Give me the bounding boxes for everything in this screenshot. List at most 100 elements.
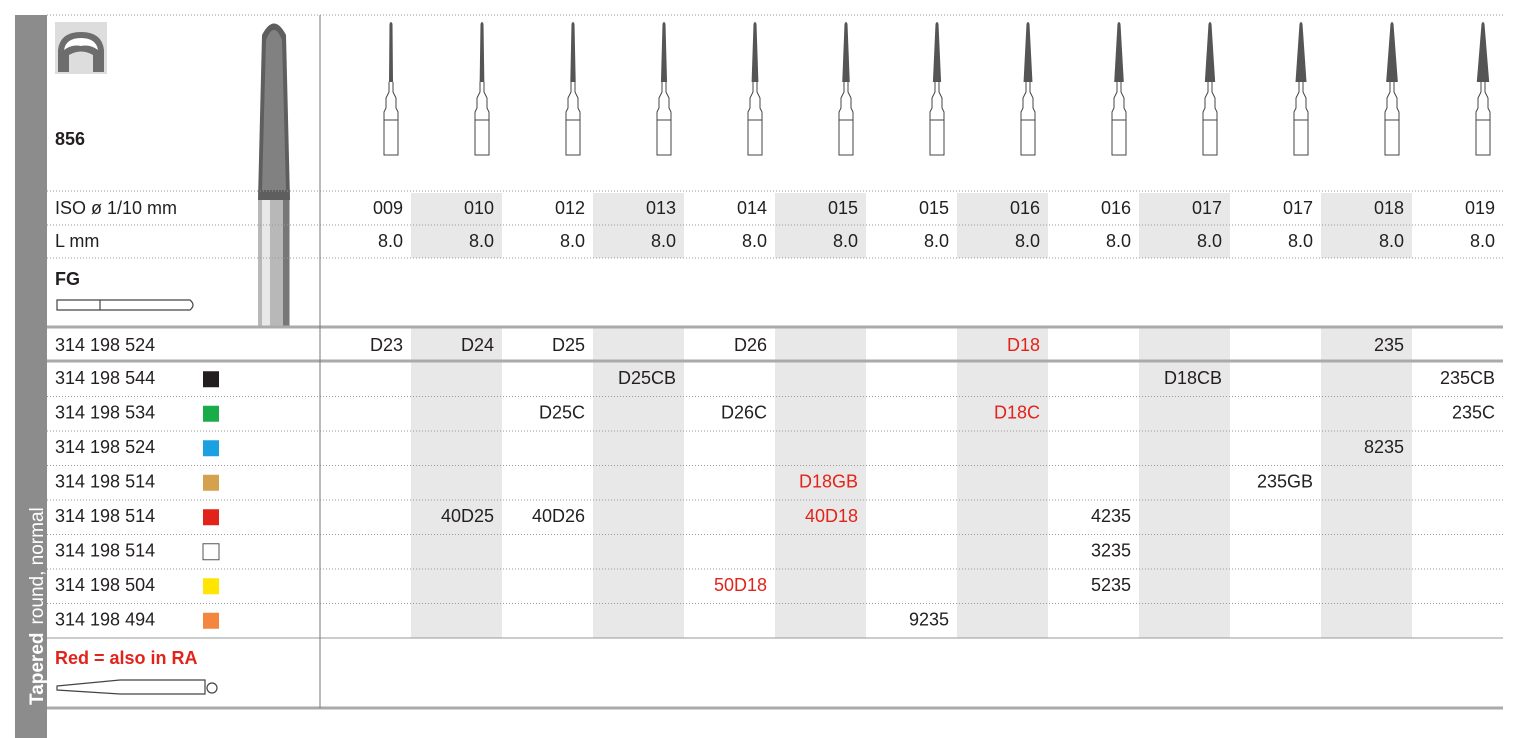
ref-number: 314 198 544 — [55, 368, 155, 388]
bur-drawing — [929, 22, 945, 156]
iso-value: 013 — [646, 198, 676, 218]
product-code: 8235 — [1364, 437, 1404, 457]
bur-head — [479, 22, 485, 82]
bur-neck — [1202, 82, 1218, 156]
ref-number: 314 198 504 — [55, 575, 155, 595]
length-value: 8.0 — [1379, 231, 1404, 251]
ref-number: 314 198 514 — [55, 506, 155, 526]
bur-drawing — [747, 22, 763, 156]
ref-number: 314 198 524 — [55, 335, 155, 355]
bur-head — [1476, 22, 1490, 82]
color-swatch — [203, 371, 219, 388]
bur-head — [1114, 22, 1124, 82]
iso-value: 015 — [828, 198, 858, 218]
bur-neck — [565, 82, 581, 156]
product-code: 40D18 — [805, 506, 858, 526]
product-code: D18CB — [1164, 368, 1222, 388]
bur-neck — [929, 82, 945, 156]
iso-value: 012 — [555, 198, 585, 218]
side-label-bold: Tapered — [27, 632, 48, 705]
product-code: D24 — [461, 335, 494, 355]
shank-label: FG — [55, 269, 80, 289]
bur-drawing — [656, 22, 672, 156]
bur-neck — [474, 82, 490, 156]
bur-drawing — [1111, 22, 1127, 156]
product-code: D26C — [721, 403, 767, 423]
background — [411, 193, 1412, 638]
bur-image — [258, 23, 290, 326]
bur-neck — [1020, 82, 1036, 156]
iso-label: ISO ø 1/10 mm — [55, 198, 177, 218]
color-swatch — [203, 509, 219, 526]
bur-neck — [1475, 82, 1491, 156]
bur-drawing — [1475, 22, 1491, 156]
product-code: 235C — [1452, 403, 1495, 423]
length-value: 8.0 — [1106, 231, 1131, 251]
iso-value: 009 — [373, 198, 403, 218]
bur-head — [1023, 22, 1033, 82]
product-code: 5235 — [1091, 575, 1131, 595]
bur-head — [660, 22, 668, 82]
bur-drawing — [565, 22, 581, 156]
color-swatch — [203, 405, 219, 422]
product-code: D18GB — [799, 472, 858, 492]
product-code: 3235 — [1091, 541, 1131, 561]
color-swatch — [203, 612, 219, 629]
bur-drawing — [383, 22, 399, 156]
bur-neck — [656, 82, 672, 156]
length-value: 8.0 — [833, 231, 858, 251]
product-code: 235GB — [1257, 472, 1313, 492]
product-code: 50D18 — [714, 575, 767, 595]
bur-head — [1204, 22, 1216, 82]
column-shade — [775, 328, 866, 638]
bur-head — [570, 22, 576, 82]
product-code: 40D25 — [441, 506, 494, 526]
bur-drawing — [1293, 22, 1309, 156]
column-shade — [593, 328, 684, 638]
iso-value: 017 — [1192, 198, 1222, 218]
length-value: 8.0 — [1470, 231, 1495, 251]
length-value: 8.0 — [1197, 231, 1222, 251]
length-value: 8.0 — [651, 231, 676, 251]
product-code: 235 — [1374, 335, 1404, 355]
column-shade — [411, 328, 502, 638]
bur-head — [751, 22, 759, 82]
side-label: Tapered round, normal — [27, 507, 48, 705]
side-label-normal: round, normal — [27, 507, 48, 624]
bur-head — [389, 22, 393, 82]
column-shade — [775, 193, 866, 258]
color-swatch — [203, 474, 219, 491]
iso-value: 015 — [919, 198, 949, 218]
product-code: D18C — [994, 403, 1040, 423]
bur-neck — [747, 82, 763, 156]
length-label: L mm — [55, 231, 99, 251]
product-code: D26 — [734, 335, 767, 355]
bur-drawing — [1384, 22, 1400, 156]
bur-drawing — [838, 22, 854, 156]
column-shade — [957, 328, 1048, 638]
iso-value: 018 — [1374, 198, 1404, 218]
ref-number: 314 198 514 — [55, 541, 155, 561]
product-code: D25C — [539, 403, 585, 423]
color-swatch — [203, 440, 219, 457]
bur-head — [932, 22, 942, 82]
length-value: 8.0 — [560, 231, 585, 251]
table-body: 009 010 012 013 014 015 015 016 016 017 017 018 019 8… — [47, 14, 1503, 710]
bur-neck — [1293, 82, 1309, 156]
crown-icon — [55, 22, 107, 74]
length-value: 8.0 — [1288, 231, 1313, 251]
bur-neck — [383, 82, 399, 156]
product-code: D25 — [552, 335, 585, 355]
ref-number: 314 198 524 — [55, 437, 155, 457]
product-code: 40D26 — [532, 506, 585, 526]
bur-head — [842, 22, 850, 82]
product-code: D25CB — [618, 368, 676, 388]
bur-neck — [1384, 82, 1400, 156]
bur-drawing — [474, 22, 490, 156]
iso-value: 016 — [1101, 198, 1131, 218]
length-value: 8.0 — [1015, 231, 1040, 251]
note: Red = also in RA — [55, 648, 198, 668]
bur-head — [1295, 22, 1307, 82]
ra-shank-icon — [56, 679, 218, 695]
